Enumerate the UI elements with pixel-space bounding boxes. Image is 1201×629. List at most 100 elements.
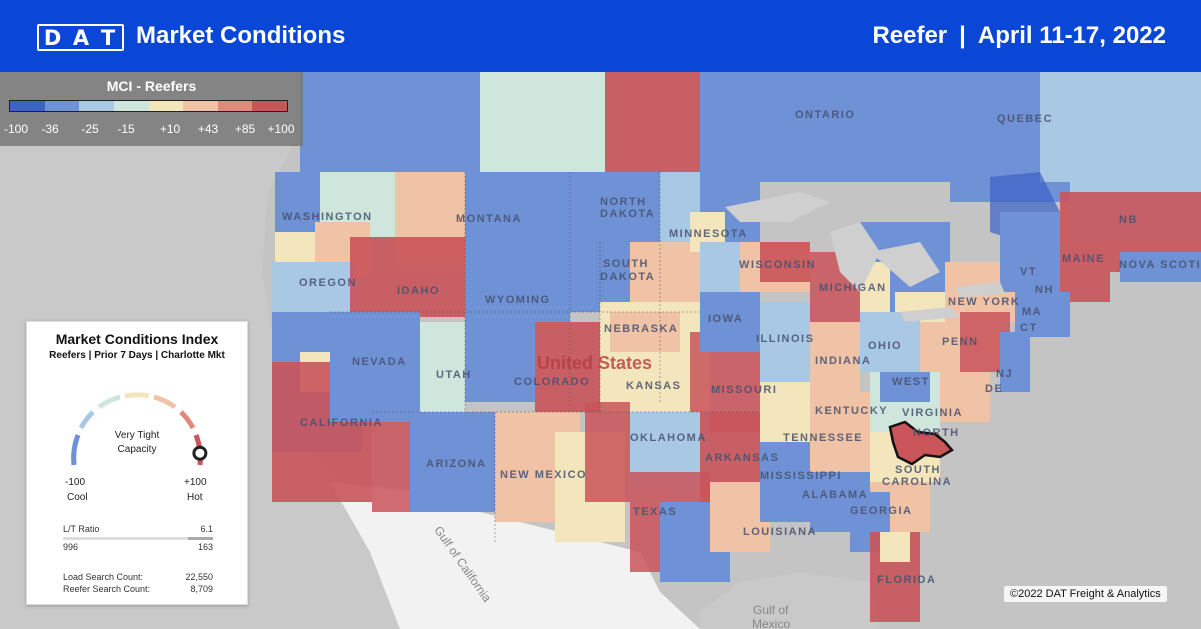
legend-swatch-4 — [113, 101, 149, 111]
region-label-florida: FLORIDA — [877, 574, 937, 586]
region-label-kentucky: KENTUCKY — [815, 405, 889, 417]
region-label-wisconsin: WISCONSIN — [739, 259, 817, 271]
region-label-ma: MA — [1022, 306, 1043, 318]
region-label-north-dakota-1: NORTH — [600, 196, 647, 208]
legend-swatch-3 — [79, 101, 114, 111]
logo-letter-t: T — [100, 25, 118, 50]
loads-value: 996 — [63, 542, 79, 552]
equipment-type: Reefer — [872, 22, 948, 49]
gauge-max-label: Hot — [187, 492, 203, 503]
legend-title: MCI - Reefers — [106, 78, 197, 94]
region-label-minnesota: MINNESOTA — [669, 228, 748, 240]
region-label-ontario: ONTARIO — [795, 109, 856, 121]
region-label-south-carolina-2: CAROLINA — [882, 476, 953, 488]
legend-tick-7: +85 — [234, 122, 256, 136]
region-label-texas: TEXAS — [633, 506, 678, 518]
logo-letter-d: D — [43, 25, 64, 50]
region-label-arizona: ARIZONA — [426, 458, 487, 470]
region-label-kansas: KANSAS — [626, 380, 682, 392]
gauge-max-value: +100 — [184, 477, 207, 488]
gauge-segment-3 — [97, 394, 121, 410]
region-label-colorado: COLORADO — [514, 376, 591, 388]
region-label-iowa: IOWA — [708, 313, 744, 325]
region-label-louisiana: LOUISIANA — [743, 526, 817, 538]
legend-swatch-1 — [10, 101, 45, 111]
load-search-label: Load Search Count: — [63, 572, 144, 582]
region-label-penn: PENN — [942, 336, 979, 348]
country-label-united-states: United States — [537, 353, 653, 373]
date-range: April 11-17, 2022 — [977, 22, 1166, 49]
region-label-north-dakota-2: DAKOTA — [600, 208, 656, 220]
map-canvas — [0, 72, 1201, 629]
region-label-indiana: INDIANA — [815, 355, 872, 367]
region-label-quebec: QUEBEC — [997, 113, 1054, 125]
region-label-de: DE — [985, 383, 1004, 395]
gauge-segment-2 — [78, 410, 95, 430]
region-label-tennessee: TENNESSEE — [783, 432, 864, 444]
region-label-maine: MAINE — [1062, 253, 1105, 265]
gauge-min-label: Cool — [67, 492, 88, 503]
header-bar: D A T Market Conditions Reefer | April 1… — [0, 0, 1201, 72]
lt-ratio-label: L/T Ratio — [63, 524, 100, 534]
gauge-segment-5 — [153, 394, 177, 410]
legend-ticks: -100 -36 -25 -15 +10 +43 +85 +100 — [0, 122, 303, 138]
copyright-notice: ©2022 DAT Freight & Analytics — [1004, 586, 1167, 602]
region-label-missouri: MISSOURI — [711, 384, 778, 396]
gauge-marker — [192, 445, 208, 461]
region-label-west-virginia: WEST — [892, 376, 930, 388]
region-label-south-dakota-1: SOUTH — [603, 258, 649, 270]
region-label-vt: VT — [1020, 266, 1038, 278]
legend-tick-4: -15 — [117, 122, 135, 136]
region-label-south-carolina-1: SOUTH — [895, 464, 941, 476]
header-separator: | — [959, 22, 966, 49]
region-label-nb: NB — [1119, 214, 1138, 226]
region-label-south-dakota-2: DAKOTA — [600, 271, 656, 283]
region-label-north-carolina: NORTH — [913, 427, 960, 439]
market-map[interactable]: ONTARIO QUEBEC WASHINGTON MONTANA NORTH … — [0, 72, 1201, 629]
region-label-idaho: IDAHO — [397, 285, 440, 297]
legend-tick-1: -100 — [3, 122, 29, 136]
gauge-segment-1 — [71, 434, 81, 466]
legend-swatch-7 — [217, 101, 253, 111]
region-label-washington: WASHINGTON — [282, 211, 373, 223]
logo-letter-a: A — [72, 25, 92, 50]
region-label-new-mexico: NEW MEXICO — [500, 469, 588, 481]
legend-swatch-8 — [252, 101, 287, 111]
region-label-illinois: ILLINOIS — [756, 333, 815, 345]
lt-ratio-bar-fill — [188, 537, 213, 540]
mci-gauge — [71, 392, 208, 466]
header-context: Reefer | April 11-17, 2022 — [872, 22, 1166, 50]
region-label-ct: CT — [1020, 322, 1038, 334]
gauge-status: Very Tight Capacity — [87, 429, 187, 457]
region-label-oregon: OREGON — [299, 277, 357, 289]
region-label-mississippi: MISSISSIPPI — [760, 470, 842, 482]
gauge-min-value: -100 — [65, 477, 86, 488]
legend-tick-2: -36 — [41, 122, 59, 136]
lt-ratio-bar — [63, 537, 213, 540]
trucks-value: 163 — [197, 542, 213, 552]
region-label-oklahoma: OKLAHOMA — [630, 432, 707, 444]
page-title: Market Conditions — [136, 22, 346, 49]
legend-color-scale — [9, 100, 288, 112]
gauge-segment-4 — [124, 392, 150, 399]
load-search-row: Load Search Count: 22,550 — [63, 572, 213, 582]
legend-tick-5: +10 — [159, 122, 181, 136]
legend-tick-8: +100 — [267, 122, 295, 136]
load-search-value: 22,550 — [185, 572, 213, 582]
gauge-status-line2: Capacity — [117, 444, 157, 455]
region-label-utah: UTAH — [436, 369, 472, 381]
loads-trucks-row: 996 163 — [63, 542, 213, 552]
water-label-gulf-of-mexico-2: Mexico — [752, 617, 791, 629]
card-title: Market Conditions Index — [55, 331, 219, 347]
legend-tick-6: +43 — [197, 122, 219, 136]
gauge-segment-6 — [179, 410, 196, 430]
reefer-search-row: Reefer Search Count: 8,709 — [63, 584, 213, 594]
reefer-search-value: 8,709 — [190, 584, 213, 594]
card-subtitle: Reefers | Prior 7 Days | Charlotte Mkt — [49, 350, 225, 361]
lt-ratio-value: 6.1 — [200, 524, 213, 534]
region-label-arkansas: ARKANSAS — [705, 452, 780, 464]
legend-swatch-6 — [183, 101, 218, 111]
region-label-virginia: VIRGINIA — [902, 407, 963, 419]
region-label-nova-scotia: NOVA SCOTIA — [1119, 259, 1201, 271]
region-label-nj: NJ — [996, 368, 1014, 380]
